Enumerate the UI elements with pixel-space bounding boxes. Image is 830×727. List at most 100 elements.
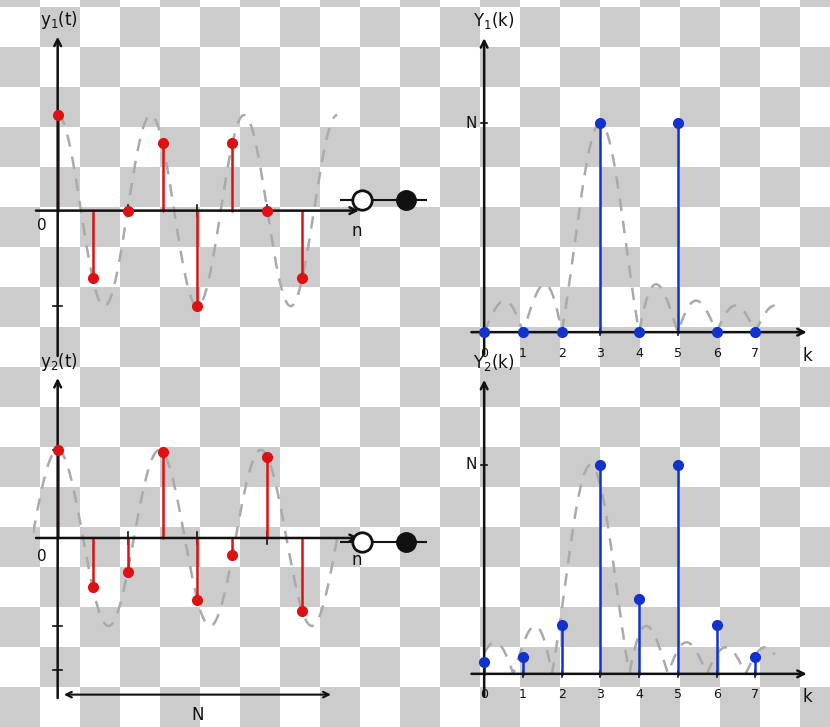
Text: N: N [191,706,203,724]
Bar [0,247,40,287]
Bar [480,687,520,727]
Bar [600,327,640,367]
Bar [800,287,830,327]
Bar [720,607,760,647]
Bar [640,687,680,727]
Bar [280,7,320,47]
Bar [120,127,160,167]
Bar [280,607,320,647]
Text: 6: 6 [713,688,720,702]
Bar [40,87,80,127]
Bar [360,527,400,567]
Bar [0,687,40,727]
Bar [80,7,120,47]
Text: 7: 7 [751,688,759,702]
Bar [520,127,560,167]
Bar [480,167,520,207]
Bar [600,447,640,487]
Bar [200,247,240,287]
Bar [400,247,440,287]
Bar [560,327,600,367]
Bar [520,327,560,367]
Bar [360,127,400,167]
Bar [160,247,200,287]
Bar [80,127,120,167]
Bar [160,127,200,167]
Bar [360,0,400,7]
Bar [40,687,80,727]
Bar [560,207,600,247]
Bar [160,167,200,207]
Bar [640,607,680,647]
Bar [200,647,240,687]
Bar [400,567,440,607]
Bar [560,447,600,487]
Bar [200,607,240,647]
Bar [560,287,600,327]
Bar [720,487,760,527]
Bar [320,287,360,327]
Bar [80,367,120,407]
Bar [800,607,830,647]
Bar [240,487,280,527]
Bar [520,287,560,327]
Bar [520,407,560,447]
Bar [160,487,200,527]
Bar [40,647,80,687]
Bar [520,607,560,647]
Bar [720,247,760,287]
Bar [760,287,800,327]
Bar [720,647,760,687]
Bar [360,207,400,247]
Bar [320,207,360,247]
Bar [200,687,240,727]
Bar [760,247,800,287]
Bar [640,647,680,687]
Bar [680,87,720,127]
Bar [0,207,40,247]
Bar [600,687,640,727]
Bar [720,527,760,567]
Bar [40,47,80,87]
Bar [160,207,200,247]
Bar [80,167,120,207]
Bar [720,207,760,247]
Bar [560,7,600,47]
Bar [120,607,160,647]
Text: y$_2$(t): y$_2$(t) [40,350,78,372]
Bar [40,607,80,647]
Bar [640,407,680,447]
Bar [440,47,480,87]
Bar [40,407,80,447]
Bar [640,87,680,127]
Bar [40,167,80,207]
Bar [40,207,80,247]
Bar [600,207,640,247]
Bar [480,527,520,567]
Bar [400,0,440,7]
Bar [680,127,720,167]
Bar [0,127,40,167]
Bar [0,327,40,367]
Bar [200,327,240,367]
Bar [0,167,40,207]
Bar [600,407,640,447]
Bar [600,167,640,207]
Bar [800,0,830,7]
Bar [520,0,560,7]
Bar [240,287,280,327]
Bar [320,607,360,647]
Bar [400,687,440,727]
Bar [120,487,160,527]
Bar [720,687,760,727]
Bar [280,247,320,287]
Bar [520,87,560,127]
Bar [400,407,440,447]
Bar [400,47,440,87]
Bar [680,167,720,207]
Bar [160,0,200,7]
Bar [440,327,480,367]
Bar [760,527,800,567]
Bar [120,167,160,207]
Bar [600,127,640,167]
